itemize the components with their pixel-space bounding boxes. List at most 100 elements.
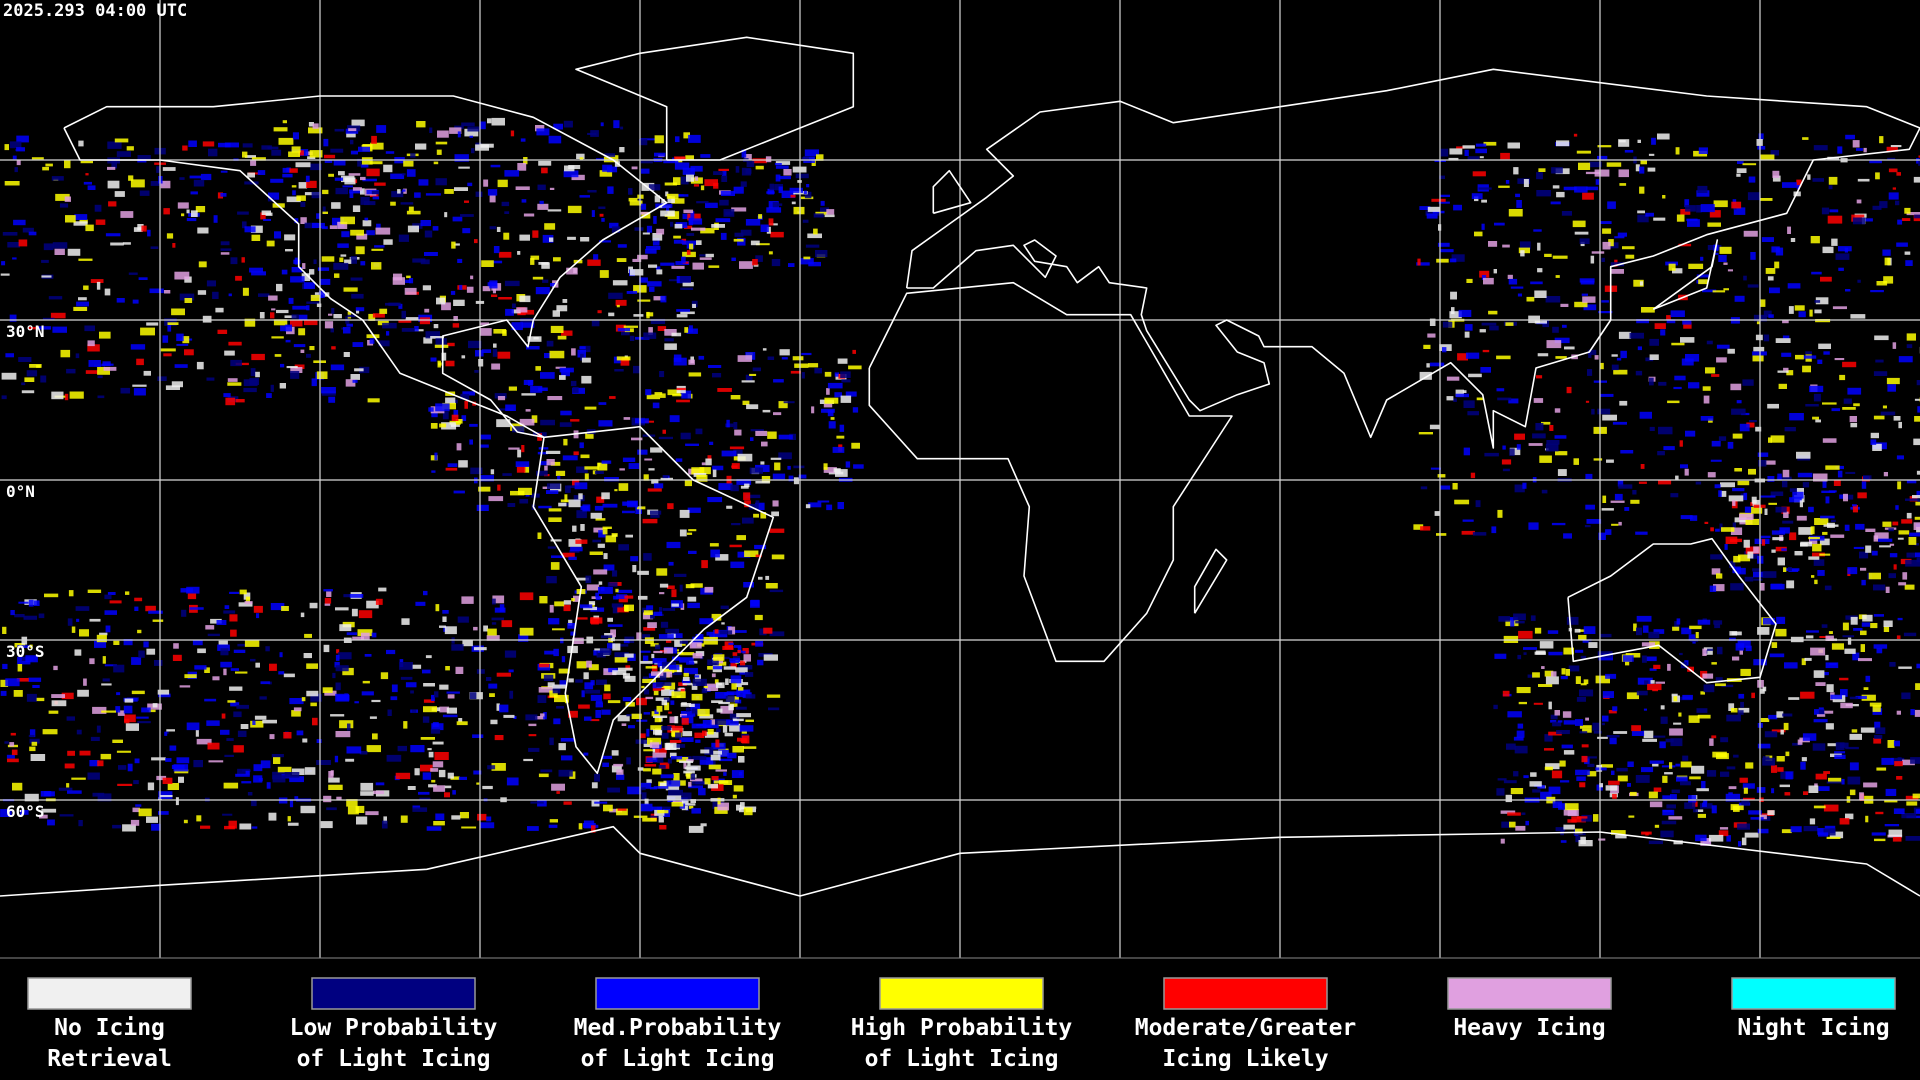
icing-patch — [1842, 407, 1856, 410]
icing-patch — [418, 179, 429, 186]
icing-patch — [686, 174, 694, 182]
icing-patch — [479, 475, 494, 482]
icing-patch — [558, 668, 570, 674]
icing-patch — [1446, 396, 1454, 401]
icing-patch — [1523, 179, 1529, 187]
icing-patch — [713, 171, 724, 175]
icing-patch — [1808, 785, 1819, 793]
icing-patch — [491, 117, 505, 126]
coastline — [1652, 239, 1719, 311]
icing-patch — [113, 664, 125, 673]
icing-patch — [1563, 750, 1575, 755]
icing-patch — [653, 611, 663, 616]
icing-patch — [406, 275, 411, 279]
icing-patch — [1587, 771, 1597, 777]
icing-patch — [715, 769, 727, 772]
icing-patch — [444, 626, 457, 635]
icing-patch — [279, 383, 286, 389]
icing-patch — [1688, 263, 1704, 269]
icing-patch — [659, 672, 667, 681]
icing-patch — [1641, 767, 1654, 773]
icing-patch — [1687, 219, 1700, 227]
icing-patch — [1649, 668, 1657, 671]
icing-patch — [1554, 710, 1560, 716]
icing-patch — [510, 490, 525, 496]
icing-patch — [671, 603, 679, 607]
icing-patch — [1872, 705, 1881, 712]
icing-patch — [390, 201, 396, 206]
icing-patch — [1906, 212, 1920, 216]
icing-patch — [707, 497, 723, 503]
legend-label: of Light Icing — [581, 1046, 775, 1072]
icing-patch — [753, 264, 759, 267]
icing-patch — [1818, 786, 1830, 791]
icing-patch — [1461, 530, 1475, 535]
icing-patch — [732, 746, 744, 753]
icing-patch — [715, 719, 730, 726]
icing-patch — [502, 473, 512, 476]
icing-patch — [1585, 171, 1601, 175]
icing-patch — [189, 175, 202, 179]
icing-patch — [2, 663, 8, 669]
icing-patch — [1737, 480, 1750, 486]
icing-patch — [1532, 672, 1540, 678]
icing-patch — [1617, 232, 1627, 237]
icing-patch — [1706, 770, 1717, 777]
icing-patch — [400, 815, 408, 823]
icing-patch — [1827, 215, 1843, 224]
icing-patch — [1498, 616, 1510, 622]
icing-patch — [1579, 278, 1595, 283]
icing-patch — [430, 455, 438, 461]
icing-patch — [1595, 675, 1610, 684]
icing-patch — [1449, 311, 1462, 319]
icing-patch — [491, 363, 501, 370]
icing-patch — [649, 286, 655, 292]
icing-patch — [1617, 775, 1628, 782]
icing-patch — [546, 576, 557, 584]
icing-patch — [1703, 684, 1715, 693]
icing-patch — [179, 177, 185, 180]
icing-patch — [141, 707, 151, 713]
icing-patch — [189, 607, 204, 610]
icing-patch — [243, 387, 257, 393]
icing-patch — [572, 637, 584, 644]
icing-patch — [1897, 537, 1904, 540]
icing-patch — [1912, 495, 1920, 499]
icing-patch — [371, 262, 382, 270]
icing-patch — [688, 359, 695, 365]
icing-patch — [242, 769, 251, 772]
icing-patch — [613, 763, 624, 767]
icing-patch — [541, 262, 550, 269]
icing-patch — [1734, 468, 1742, 472]
icing-patch — [627, 500, 638, 508]
icing-patch — [160, 348, 176, 352]
icing-patch — [148, 610, 163, 614]
icing-patch — [447, 772, 454, 779]
icing-patch — [364, 654, 372, 657]
icing-patch — [1741, 798, 1750, 805]
icing-patch — [1562, 324, 1567, 328]
icing-patch — [622, 457, 636, 462]
icing-patch — [186, 218, 197, 222]
icing-patch — [266, 782, 271, 789]
icing-patch — [682, 792, 692, 800]
icing-patch — [378, 587, 387, 592]
icing-patch — [251, 826, 258, 829]
icing-patch — [820, 207, 829, 215]
icing-patch — [1801, 757, 1807, 762]
icing-patch — [1462, 519, 1474, 522]
icing-patch — [309, 150, 323, 158]
icing-patch — [146, 648, 156, 655]
icing-patch — [73, 221, 88, 226]
icing-patch — [352, 187, 362, 191]
icing-patch — [244, 318, 256, 327]
icing-patch — [835, 469, 848, 477]
icing-patch — [1889, 543, 1895, 546]
icing-patch — [1458, 309, 1472, 317]
icing-patch — [1813, 805, 1826, 809]
icing-patch — [683, 761, 687, 769]
icing-patch — [1753, 546, 1759, 554]
icing-patch — [731, 681, 737, 690]
icing-patch — [736, 804, 742, 811]
icing-patch — [1822, 246, 1834, 254]
